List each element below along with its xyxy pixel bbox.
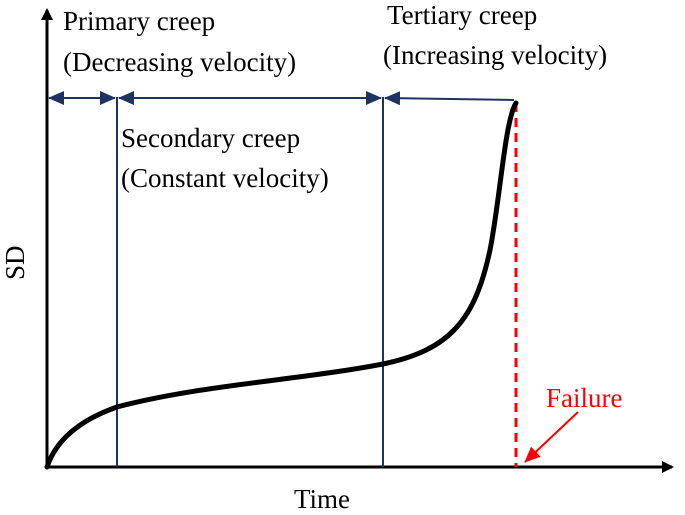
primary-creep-subtitle: (Decreasing velocity) <box>63 47 296 77</box>
x-axis-label: Time <box>294 484 350 514</box>
failure-pointer-arrow <box>524 411 579 463</box>
failure-label: Failure <box>546 383 622 413</box>
tertiary-creep-span-arrow <box>384 91 515 106</box>
tertiary-creep-subtitle: (Increasing velocity) <box>383 40 607 70</box>
creep-curve <box>44 100 519 470</box>
y-axis-label: SD <box>0 245 30 280</box>
secondary-creep-title: Secondary creep <box>121 123 300 153</box>
secondary-creep-subtitle: (Constant velocity) <box>121 163 329 193</box>
tertiary-creep-title: Tertiary creep <box>387 0 537 30</box>
primary-creep-title: Primary creep <box>63 6 215 36</box>
